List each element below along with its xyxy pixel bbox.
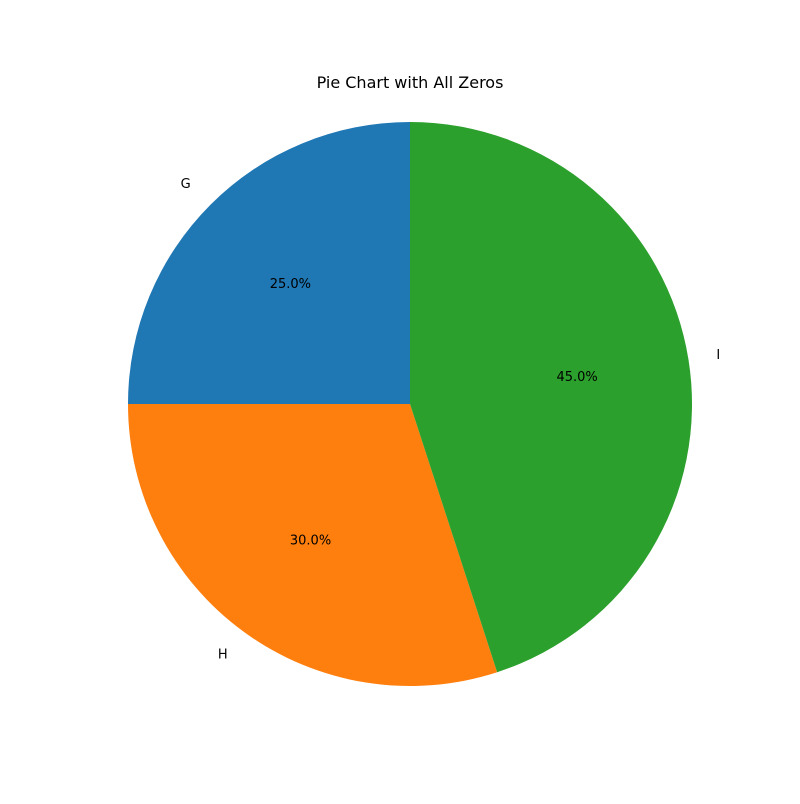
pie-slices xyxy=(128,122,692,686)
slice-percent-h: 30.0% xyxy=(290,533,331,548)
slice-label-g: G xyxy=(181,177,191,192)
pie-slice-i xyxy=(410,122,692,673)
slice-label-i: I xyxy=(716,348,720,363)
slice-percent-i: 45.0% xyxy=(556,370,597,385)
pie-labels: G 25.0% H 30.0% I 45.0% xyxy=(181,177,721,662)
slice-percent-g: 25.0% xyxy=(270,277,311,292)
pie-slice-g xyxy=(128,122,410,404)
chart-title: Pie Chart with All Zeros xyxy=(317,73,504,92)
slice-label-h: H xyxy=(218,647,228,662)
pie-slice-h xyxy=(128,404,498,686)
